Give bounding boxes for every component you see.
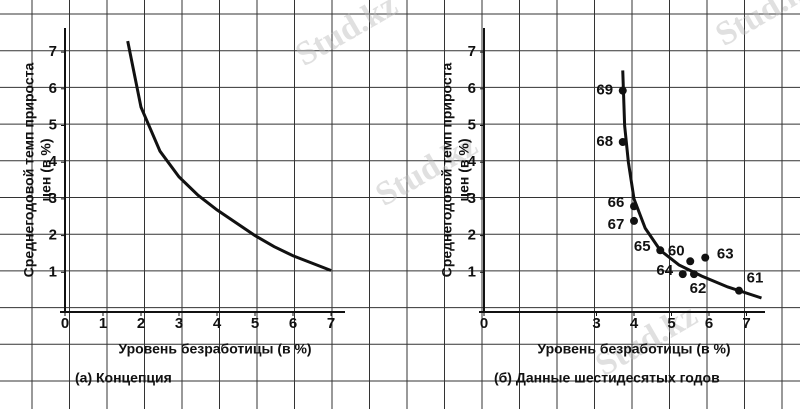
x-tick-label: 7 — [742, 315, 750, 332]
data-point — [618, 138, 627, 147]
x-tick-label: 3 — [175, 315, 183, 332]
point-label: 67 — [608, 216, 625, 233]
x-axis-label: Уровень безработицы (в %) — [537, 341, 730, 357]
x-tick-label: 4 — [630, 315, 639, 332]
data-point — [686, 257, 695, 266]
x-tick-label: 3 — [592, 315, 600, 332]
data-point — [618, 86, 627, 95]
y-tick-label: 1 — [49, 263, 57, 280]
x-tick-label: 7 — [327, 315, 335, 332]
x-tick-label: 0 — [480, 315, 488, 332]
point-label: 61 — [747, 270, 764, 287]
y-tick-label: 3 — [49, 190, 57, 207]
watermark: Stud.kz — [289, 0, 403, 74]
y-tick-label: 5 — [468, 116, 476, 133]
x-tick-label: 0 — [61, 315, 69, 332]
point-label: 64 — [656, 262, 673, 279]
x-tick-label: 5 — [251, 315, 259, 332]
y-tick-label: 7 — [49, 43, 57, 60]
y-axis-label: Среднегодовой темп прироста — [21, 62, 37, 277]
y-axis-label: цен (в %) — [456, 138, 472, 201]
y-tick-label: 4 — [49, 153, 58, 170]
watermark: Stud.kz — [709, 0, 800, 54]
data-point — [630, 202, 638, 211]
chart-title: (б) Данные шестидесятых годов — [494, 370, 720, 386]
y-axis-label: Среднегодовой темп прироста — [439, 62, 455, 277]
chart-title: (а) Концепция — [75, 370, 172, 386]
x-tick-label: 1 — [99, 315, 107, 332]
point-label: 68 — [596, 133, 613, 150]
point-label: 65 — [634, 238, 651, 255]
data-point — [701, 253, 710, 262]
x-axis-label: Уровень безработицы (в %) — [118, 341, 311, 357]
x-tick-label: 6 — [705, 315, 713, 332]
x-tick-label: 5 — [667, 315, 675, 332]
curve — [621, 70, 762, 300]
data-point — [656, 246, 665, 255]
y-tick-label: 7 — [468, 43, 476, 60]
point-label: 60 — [668, 242, 685, 259]
y-tick-label: 4 — [468, 153, 477, 170]
x-tick-label: 2 — [137, 315, 145, 332]
data-point — [690, 270, 698, 279]
point-label: 63 — [717, 246, 734, 263]
data-point — [630, 216, 638, 225]
y-tick-label: 1 — [468, 263, 476, 280]
y-tick-label: 3 — [468, 190, 476, 207]
point-label: 66 — [608, 194, 625, 211]
y-tick-label: 6 — [468, 80, 476, 97]
x-tick-label: 4 — [213, 315, 222, 332]
x-tick-label: 6 — [289, 315, 297, 332]
point-label: 69 — [596, 82, 613, 99]
data-point — [735, 286, 743, 295]
data-point — [678, 270, 687, 279]
curve — [126, 40, 332, 272]
y-tick-label: 2 — [468, 227, 476, 244]
y-tick-label: 2 — [49, 227, 57, 244]
y-axis-label: цен (в %) — [38, 138, 54, 201]
point-label: 62 — [690, 280, 707, 297]
y-tick-label: 6 — [49, 80, 57, 97]
y-tick-label: 5 — [49, 116, 57, 133]
